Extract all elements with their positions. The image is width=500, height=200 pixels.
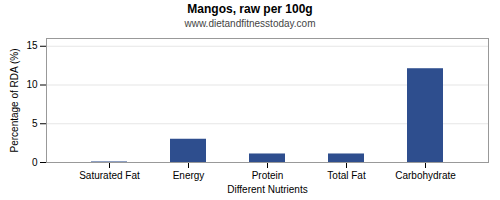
svg-text:Different Nutrients: Different Nutrients	[227, 184, 307, 195]
svg-text:Carbohydrate: Carbohydrate	[395, 170, 456, 181]
svg-text:Energy: Energy	[173, 170, 205, 181]
svg-text:0: 0	[32, 157, 38, 168]
html-text:Mangos, raw per 100g: Mangos, raw per 100g	[187, 2, 313, 16]
svg-text:Percentage of RDA (%): Percentage of RDA (%)	[9, 49, 20, 153]
svg-text:15: 15	[26, 40, 38, 51]
svg-text:Total Fat: Total Fat	[327, 170, 366, 181]
svg-text:Protein: Protein	[252, 170, 284, 181]
svg-text:5: 5	[32, 118, 38, 129]
svg-text:Saturated Fat: Saturated Fat	[79, 170, 140, 181]
html-text:www.dietandfitnesstoday.com: www.dietandfitnesstoday.com	[184, 18, 316, 29]
svg-text:10: 10	[26, 79, 38, 90]
